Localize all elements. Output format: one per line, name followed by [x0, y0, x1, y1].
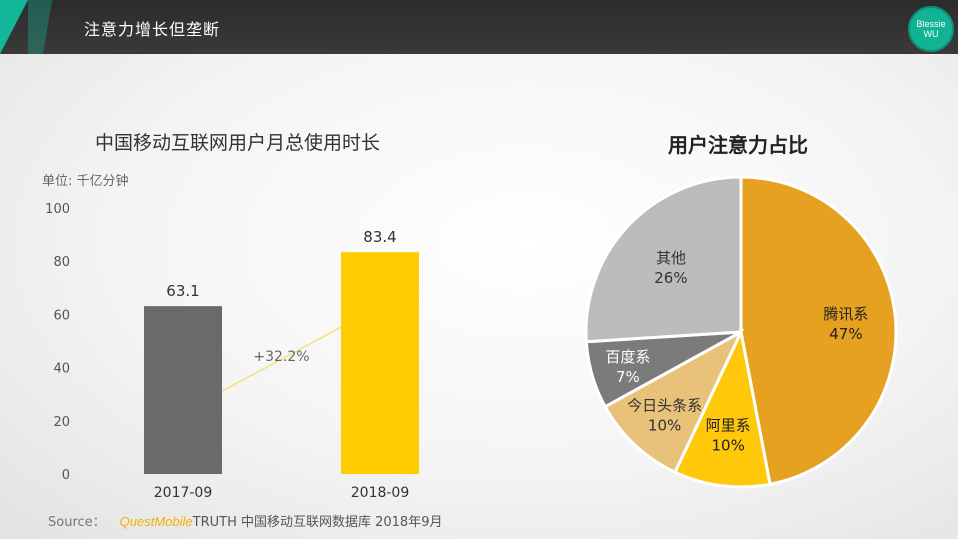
- bar-2017-09: [144, 306, 222, 474]
- badge-line1: Blessie: [916, 19, 946, 29]
- author-badge: Blessie WU: [908, 6, 954, 52]
- pie-slice-其他: [584, 175, 743, 344]
- pie-slice-阿里系: [673, 327, 772, 489]
- header-bar: 注意力增长但垄断 Blessie WU: [0, 0, 958, 54]
- pie-slice-percent: 10%: [648, 416, 681, 434]
- y-tick-label: 80: [53, 255, 70, 270]
- y-tick-label: 40: [53, 362, 70, 377]
- pie-chart-title: 用户注意力占比: [668, 133, 808, 157]
- y-tick-label: 20: [53, 415, 70, 430]
- pie-slice-name: 其他: [656, 249, 686, 267]
- y-tick-label: 60: [53, 308, 70, 323]
- header-accent-shape: [0, 0, 28, 54]
- source-rest: TRUTH 中国移动互联网数据库 2018年9月: [192, 515, 443, 530]
- pie-slice-name: 百度系: [605, 348, 650, 366]
- badge-line2: WU: [923, 29, 939, 39]
- bar-chart-unit: 单位: 千亿分钟: [42, 174, 129, 189]
- pie-slice-今日头条系: [603, 328, 745, 475]
- bar-chart-title: 中国移动互联网用户月总使用时长: [95, 132, 381, 154]
- pie-slice-percent: 26%: [654, 269, 687, 287]
- x-tick-label: 2017-09: [154, 485, 213, 501]
- growth-annotation: +32.2%: [253, 349, 309, 365]
- pie-slice-name: 阿里系: [706, 416, 751, 434]
- pie-slice-name: 腾讯系: [823, 305, 868, 323]
- pie-slice-name: 今日头条系: [627, 396, 702, 414]
- y-tick-label: 100: [45, 202, 70, 217]
- header-accent-stripe: [28, 0, 72, 54]
- pie-slice-percent: 7%: [616, 368, 640, 386]
- source-note: Source： QuestMobileTRUTH 中国移动互联网数据库 2018年…: [48, 511, 442, 530]
- x-tick-label: 2018-09: [351, 485, 410, 501]
- y-tick-label: 0: [62, 468, 70, 483]
- source-brand: QuestMobile: [119, 514, 193, 529]
- bar-value-label: 83.4: [363, 228, 396, 246]
- growth-connector-line: [221, 326, 342, 392]
- bar-2018-09: [341, 252, 419, 474]
- slide-title: 注意力增长但垄断: [84, 20, 221, 39]
- pie-slice-percent: 10%: [712, 436, 745, 454]
- pie-slice-percent: 47%: [829, 325, 862, 343]
- pie-slice-腾讯系: [739, 175, 898, 487]
- bar-value-label: 63.1: [166, 282, 199, 300]
- source-prefix: Source：: [48, 515, 106, 530]
